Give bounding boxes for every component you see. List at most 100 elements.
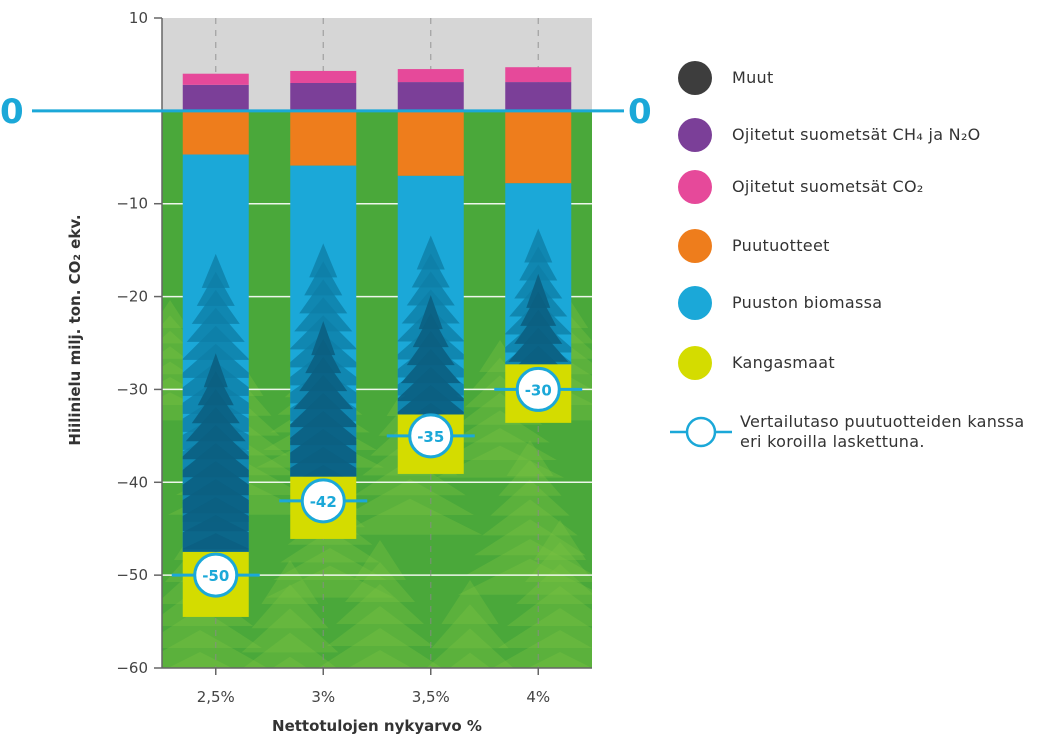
bar-tree-layer: [185, 407, 246, 442]
tree-shape: [338, 498, 482, 535]
y-tick-label: 10: [129, 9, 148, 27]
tree-shape: [498, 608, 592, 648]
reference-circle: [193, 552, 239, 598]
bar-tree-layer: [197, 371, 234, 406]
tree-shape: [443, 428, 557, 460]
bar-tree-layer: [304, 261, 343, 296]
tree-shape: [482, 499, 578, 536]
bar-tree-layer: [309, 243, 338, 278]
reference-circle: [515, 366, 561, 412]
tree-shape: [534, 520, 586, 560]
bar-tree-layer: [519, 246, 558, 281]
tree-shape: [474, 519, 586, 556]
y-tick-label: −20: [116, 288, 148, 306]
bar-tree-layer: [294, 297, 353, 332]
tree-shape: [162, 608, 262, 648]
tree-shape: [261, 560, 319, 604]
bar-tree-layer: [182, 497, 249, 532]
tree-shape: [507, 586, 592, 626]
tree-shape: [436, 445, 564, 478]
bar-tree-shading: [182, 253, 249, 552]
reference-label: -42: [310, 493, 337, 511]
bar-tree-shading: [290, 243, 357, 477]
bar-segment-1-0: [182, 84, 249, 110]
tree-shape: [528, 652, 592, 668]
legend-label: Ojitetut suometsät CH₄ ja N₂O: [732, 125, 981, 144]
bar-tree-layer: [191, 289, 240, 324]
reference-label: -35: [417, 428, 444, 446]
reference-circle: [408, 413, 454, 459]
bar-tree-layer: [397, 367, 464, 402]
bar-tree-layer: [305, 339, 342, 374]
zero-label-left: 0: [0, 92, 24, 132]
tree-shape: [162, 300, 189, 328]
bar-tree-layer: [418, 295, 443, 330]
bar-tree-layer: [290, 447, 357, 477]
bar-segment-1-3: [505, 82, 572, 110]
bar-segment-2-0: [182, 73, 249, 85]
bar-tree-layer: [201, 253, 230, 288]
x-tick-label: 3%: [311, 688, 335, 706]
bar-tree-layer: [182, 533, 249, 552]
bar-tree-layer: [520, 291, 557, 326]
reference-ring-icon: [670, 416, 732, 448]
tree-shape: [426, 628, 514, 668]
legend-swatch: [678, 346, 712, 380]
tree-shape: [168, 652, 232, 668]
tree-shape: [243, 632, 337, 668]
bar-tree-layer: [186, 307, 245, 342]
bar-tree-layer: [214, 551, 218, 552]
legend-item-muut: Muut: [678, 61, 774, 95]
tree-shape: [272, 656, 308, 668]
bar-tree-layer: [290, 393, 357, 428]
legend-label: Muut: [732, 68, 774, 87]
x-tick-label: 2,5%: [197, 688, 235, 706]
legend-swatch: [678, 286, 712, 320]
tree-shape: [266, 565, 394, 598]
reference-circle: [300, 478, 346, 524]
bar-tree-layer: [302, 465, 344, 477]
legend-swatch: [678, 61, 712, 95]
bar-segment-1-2: [397, 82, 464, 110]
tree-shape: [346, 479, 474, 515]
y-tick-label: −50: [116, 566, 148, 584]
y-axis-title: Hiilinielu milj. ton. CO₂ ekv.: [66, 214, 84, 445]
bar-tree-layer: [182, 515, 249, 550]
axes: [161, 18, 592, 669]
tree-shape: [498, 459, 562, 496]
bar-tree-layer: [411, 253, 450, 288]
tree-shape: [348, 650, 412, 668]
bar-tree-layer: [182, 325, 249, 360]
bar-segment-3-3: [505, 110, 572, 184]
tree-shape: [441, 580, 499, 624]
tree-shape: [273, 548, 387, 580]
tree-shape: [327, 606, 433, 646]
bar-tree-layer: [414, 403, 447, 415]
bar-tree-layer: [406, 271, 455, 306]
x-ticks: 2,5% 3% 3,5% 4%: [197, 668, 550, 706]
bar-segment-2-1: [290, 70, 357, 83]
bar-tree-layer: [406, 331, 455, 366]
bar-tree-layer: [416, 235, 445, 270]
zero-label-right: 0: [628, 92, 652, 132]
legend-item-vertailutaso: Vertailutaso puutuotteiden kanssa eri ko…: [670, 412, 1040, 452]
legend-item-biomassa: Puuston biomassa: [678, 286, 882, 320]
legend-swatch: [678, 118, 712, 152]
tree-shape: [506, 440, 554, 476]
bar-tree-layer: [526, 273, 551, 308]
legend-swatch: [678, 229, 712, 263]
bar-tree-layer: [182, 443, 249, 478]
legend-label: Puutuotteet: [732, 236, 830, 255]
tree-shape: [336, 584, 424, 624]
tree-shape: [492, 630, 592, 668]
bar-tree-layer: [299, 279, 348, 314]
tree-shape: [516, 564, 592, 604]
tree-shape: [162, 630, 268, 668]
legend-label: Ojitetut suometsät CO₂: [732, 177, 924, 196]
legend-label: Vertailutaso puutuotteiden kanssa eri ko…: [740, 412, 1025, 451]
bar-tree-layer: [182, 425, 249, 460]
bar-tree-layer: [412, 313, 449, 348]
y-tick-label: −10: [116, 195, 148, 213]
tree-shape: [458, 558, 592, 595]
